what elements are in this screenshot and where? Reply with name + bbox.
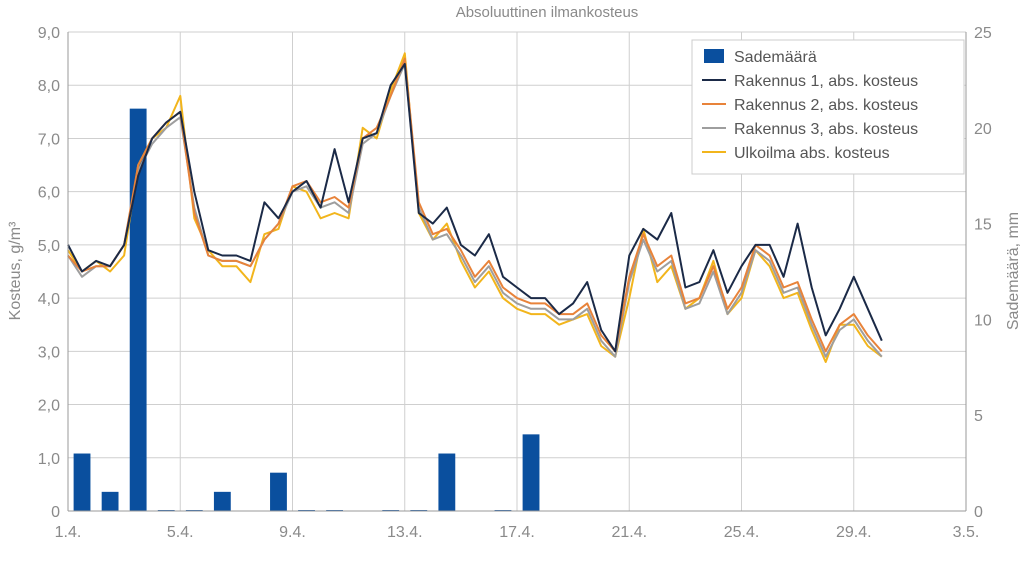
rain-bar — [438, 453, 456, 511]
y-tick-label: 7,0 — [38, 131, 60, 148]
humidity-lines — [67, 52, 883, 363]
legend-label: Rakennus 1, abs. kosteus — [734, 73, 918, 90]
x-tick-label: 13.4. — [387, 524, 423, 541]
legend-swatch-rain — [704, 49, 724, 63]
legend-label: Ulkoilma abs. kosteus — [734, 145, 890, 162]
chart-title: Absoluuttinen ilmankosteus — [456, 4, 639, 21]
rain-bar — [522, 434, 540, 511]
legend-label: Sademäärä — [734, 49, 817, 66]
y-tick-label: 6,0 — [38, 185, 60, 202]
x-tick-label: 17.4. — [499, 524, 535, 541]
legend-label: Rakennus 3, abs. kosteus — [734, 121, 918, 138]
y2-axis-ticks: 0 5 10 15 20 25 — [974, 25, 992, 521]
rain-bars — [73, 108, 540, 511]
y-axis-title: Kosteus, g/m³ — [7, 221, 24, 320]
legend: Sademäärä Rakennus 1, abs. kosteus Rakennu… — [691, 39, 965, 175]
y2-axis-title: Sademäärä, mm — [1005, 212, 1022, 330]
y2-tick-label: 25 — [974, 25, 992, 42]
legend-label: Rakennus 2, abs. kosteus — [734, 97, 918, 114]
x-tick-label: 3.5. — [953, 524, 980, 541]
y-tick-label: 9,0 — [38, 25, 60, 42]
y-tick-label: 2,0 — [38, 398, 60, 415]
y2-tick-label: 20 — [974, 121, 992, 138]
y2-tick-label: 5 — [974, 408, 983, 425]
axes — [67, 32, 967, 512]
x-axis-ticks: 1.4. 5.4. 9.4. 13.4. 17.4. 21.4. 25.4. 29.4. 3.5… — [55, 524, 980, 541]
legend-box — [691, 39, 965, 175]
x-tick-label: 9.4. — [279, 524, 306, 541]
y-tick-label: 8,0 — [38, 78, 60, 95]
series-line — [67, 57, 883, 353]
rain-bar — [73, 453, 91, 511]
series-line — [67, 62, 883, 353]
x-tick-label: 1.4. — [55, 524, 82, 541]
x-tick-label: 5.4. — [167, 524, 194, 541]
y2-tick-label: 15 — [974, 217, 992, 234]
x-tick-label: 25.4. — [724, 524, 760, 541]
y-tick-label: 5,0 — [38, 238, 60, 255]
x-tick-label: 21.4. — [611, 524, 647, 541]
y2-tick-label: 10 — [974, 312, 992, 329]
rain-bar — [270, 472, 287, 511]
x-tick-label: 29.4. — [836, 524, 872, 541]
rain-bar — [101, 491, 119, 511]
rain-bar — [129, 108, 147, 511]
y-tick-label: 4,0 — [38, 291, 60, 308]
y-tick-label: 0 — [51, 504, 60, 521]
y2-tick-label: 0 — [974, 504, 983, 521]
y-axis-ticks: 0 1,0 2,0 3,0 4,0 5,0 6,0 7,0 8,0 9,0 — [38, 25, 60, 521]
y-tick-label: 1,0 — [38, 451, 60, 468]
y-tick-label: 3,0 — [38, 344, 60, 361]
rain-bar — [213, 491, 231, 511]
